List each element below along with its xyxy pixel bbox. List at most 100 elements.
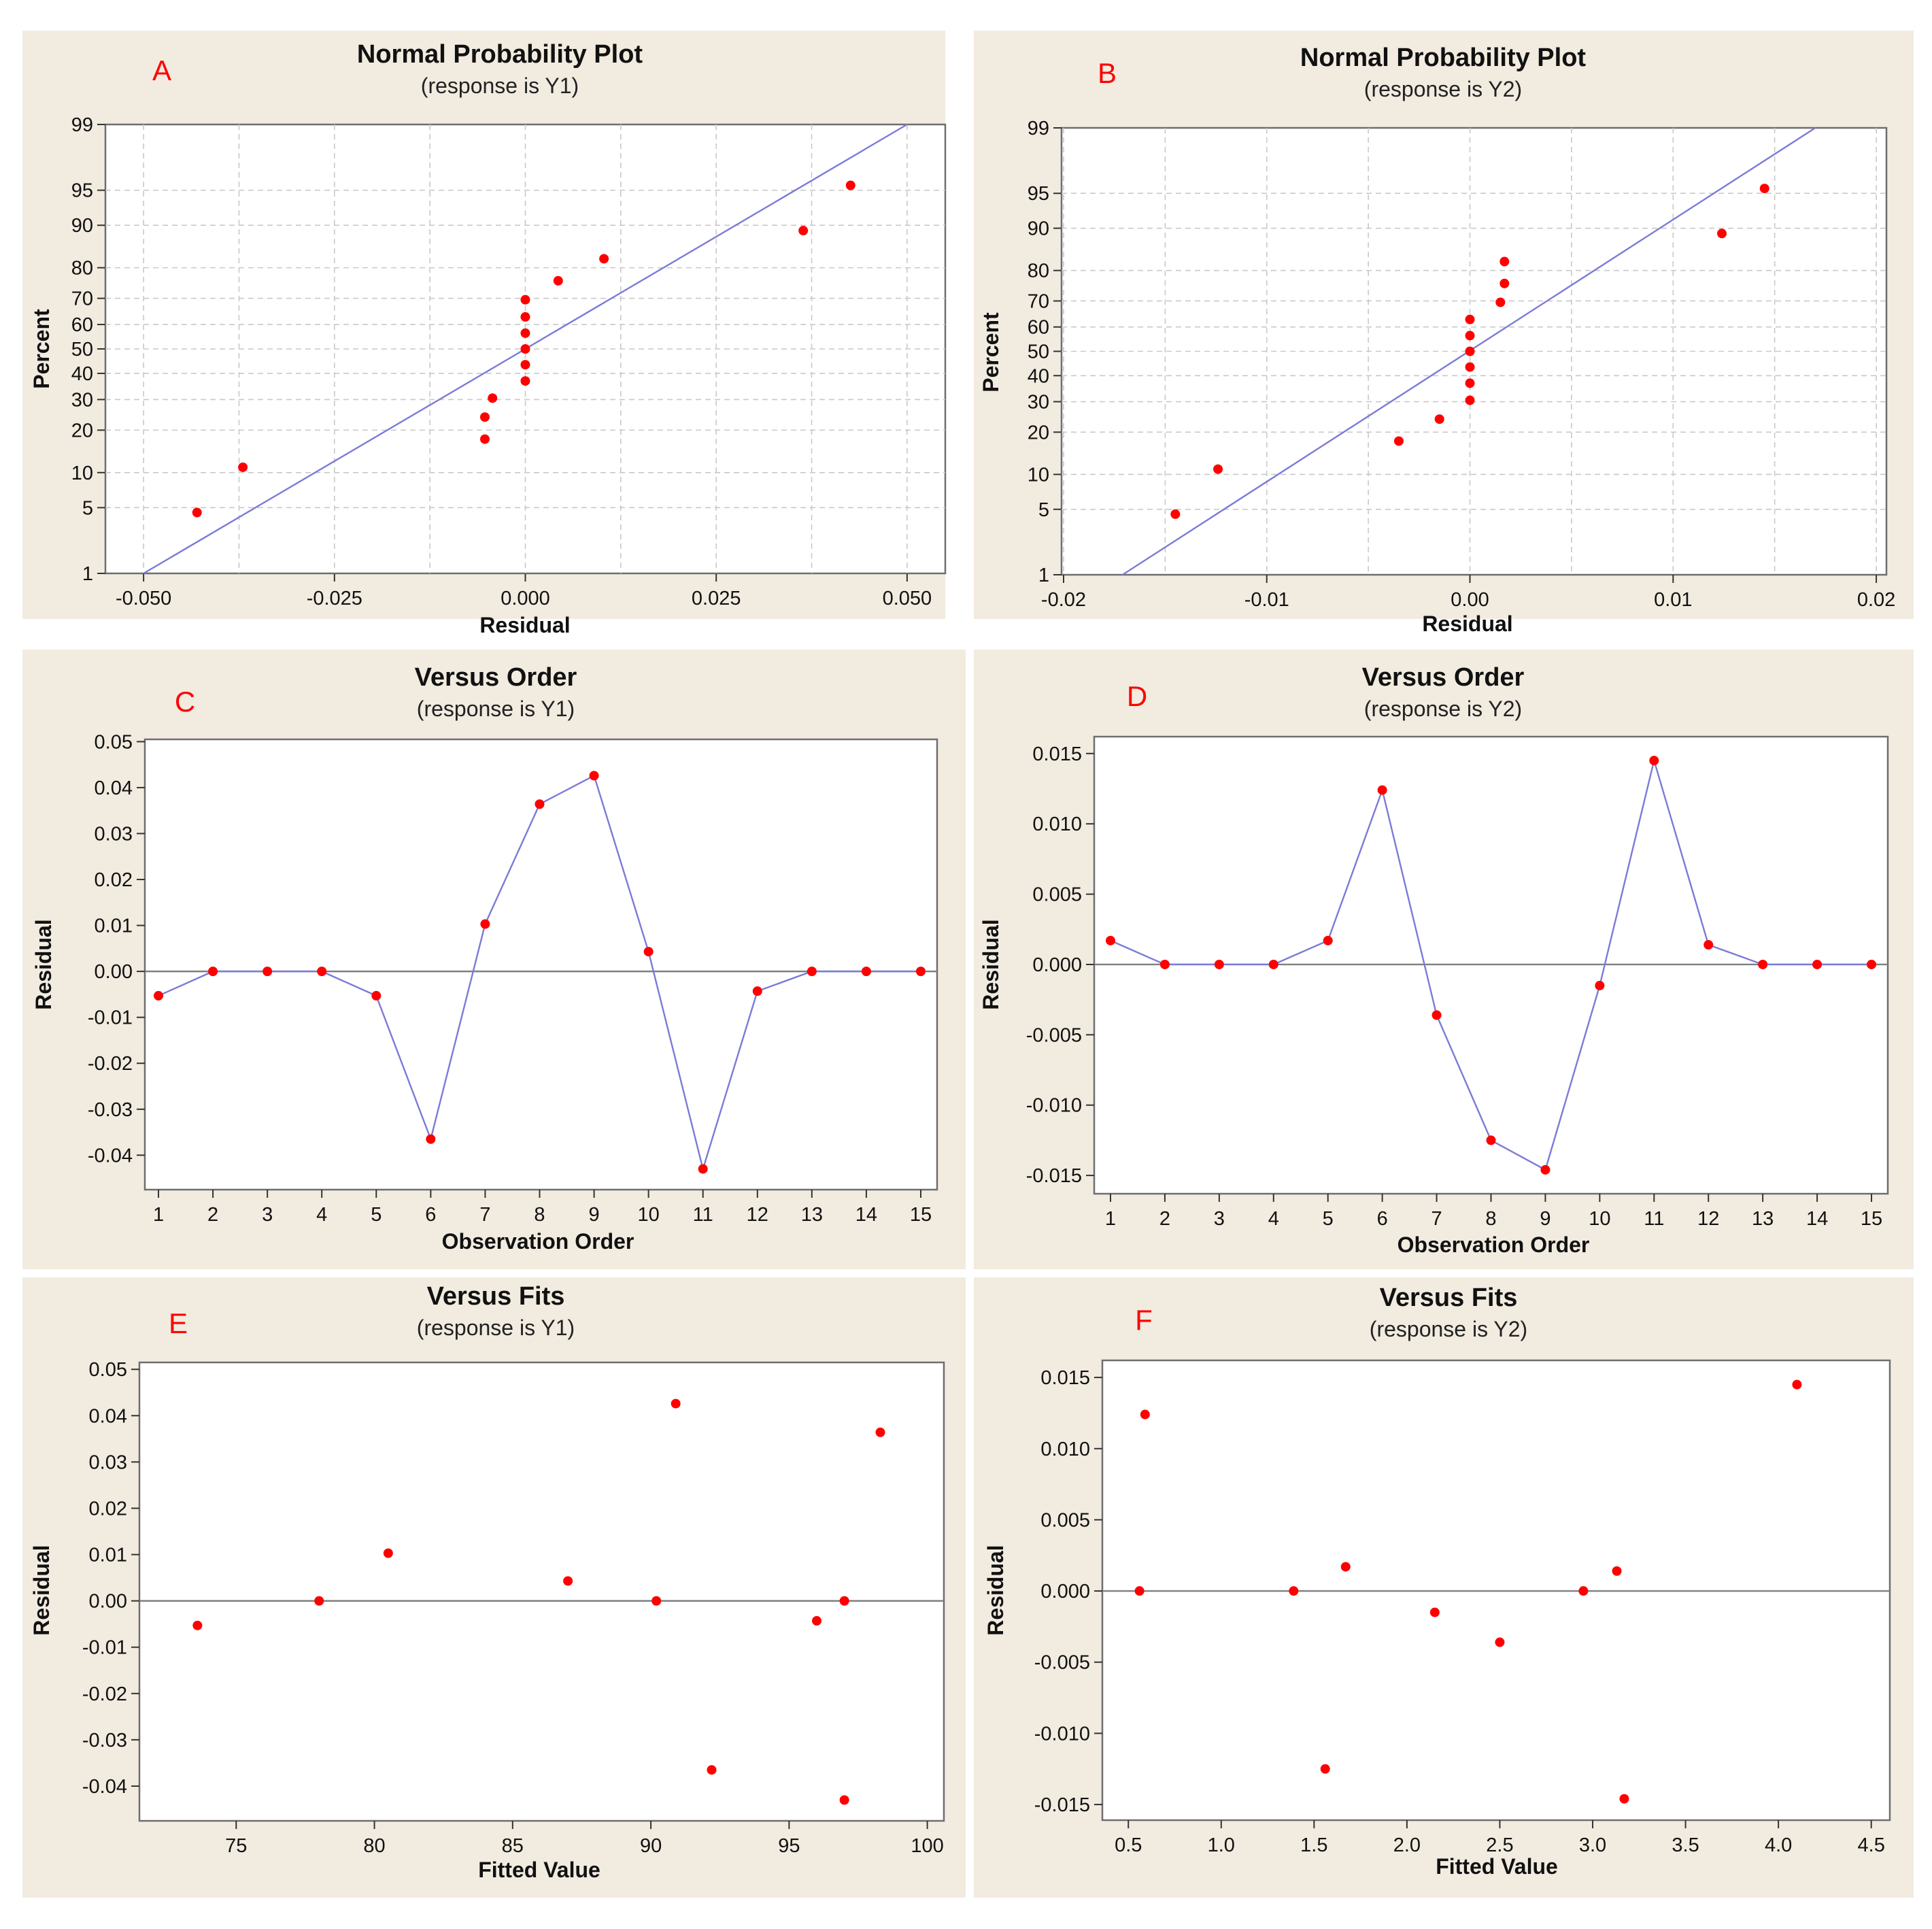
y-tick-label: -0.015 — [1026, 1165, 1082, 1187]
data-point — [1289, 1586, 1299, 1596]
x-tick-label: 0.00 — [1451, 589, 1489, 611]
y-tick-label: 50 — [1028, 341, 1049, 363]
panel-letter: E — [169, 1307, 188, 1339]
x-tick-label: 1.5 — [1300, 1834, 1327, 1856]
data-point — [1134, 1586, 1145, 1596]
x-tick-label: 12 — [1697, 1208, 1719, 1230]
chart-title: Versus Order — [1362, 663, 1525, 692]
y-tick-label: 0.000 — [1032, 954, 1082, 976]
chart-title: Versus Fits — [427, 1282, 565, 1311]
chart-subtitle: (response is Y2) — [1364, 697, 1522, 721]
data-point — [599, 254, 609, 264]
data-point — [1340, 1562, 1351, 1572]
y-tick-label: 10 — [71, 463, 93, 484]
y-tick-label: 0.000 — [1040, 1581, 1090, 1603]
data-point — [1465, 331, 1475, 341]
y-tick-label: 0.005 — [1040, 1509, 1090, 1531]
x-tick-label: 1.0 — [1208, 1834, 1235, 1856]
y-axis-label: Percent — [29, 309, 54, 389]
data-point — [1377, 785, 1387, 795]
y-tick-label: 10 — [1028, 464, 1049, 486]
data-point — [479, 434, 490, 444]
data-point — [1716, 229, 1727, 239]
data-point — [589, 771, 599, 781]
y-tick-label: 80 — [71, 258, 93, 280]
panel-letter: C — [175, 686, 195, 718]
y-tick-label: 99 — [1028, 118, 1049, 139]
x-tick-label: 4.5 — [1858, 1834, 1885, 1856]
data-point — [520, 295, 530, 305]
data-point — [1431, 1010, 1442, 1020]
x-tick-label: 1 — [153, 1204, 164, 1226]
y-tick-label: 70 — [1028, 290, 1049, 312]
x-tick-label: 0.5 — [1115, 1834, 1142, 1856]
data-point — [707, 1765, 717, 1775]
y-tick-label: 50 — [71, 339, 93, 360]
y-tick-label: 20 — [1028, 422, 1049, 443]
data-point — [314, 1596, 324, 1606]
panel-d: 1 2 3 4 5 6 7 8 9 10 11 12 13 14 150.0150.0100.0050.00… — [974, 650, 1914, 1269]
data-point — [192, 1620, 203, 1630]
x-tick-label: 15 — [1861, 1208, 1882, 1230]
x-tick-label: 0.01 — [1654, 589, 1692, 611]
data-point — [479, 412, 490, 422]
y-tick-label: 80 — [1028, 261, 1049, 282]
data-point — [1486, 1135, 1496, 1145]
x-tick-label: 10 — [1589, 1208, 1610, 1230]
data-point — [1465, 362, 1475, 372]
x-tick-label: 0.025 — [692, 588, 741, 609]
x-axis-label: Fitted Value — [1436, 1854, 1558, 1879]
y-tick-label: 90 — [71, 215, 93, 237]
y-tick-label: -0.015 — [1034, 1794, 1090, 1816]
x-tick-label: 12 — [747, 1204, 768, 1226]
x-tick-label: 3.0 — [1579, 1834, 1606, 1856]
y-axis-label: Residual — [979, 919, 1003, 1009]
data-point — [811, 1615, 821, 1626]
y-tick-label: 30 — [1028, 392, 1049, 414]
data-point — [1465, 346, 1475, 356]
y-tick-label: 0.04 — [89, 1405, 127, 1427]
y-tick-label: -0.010 — [1034, 1723, 1090, 1745]
y-tick-label: -0.01 — [88, 1007, 133, 1029]
x-axis-label: Fitted Value — [478, 1858, 600, 1882]
x-tick-label: 11 — [1644, 1208, 1664, 1230]
data-point — [671, 1398, 681, 1409]
y-tick-label: 90 — [1028, 218, 1049, 240]
y-tick-label: 0.02 — [89, 1498, 127, 1520]
data-point — [488, 393, 498, 403]
data-point — [1649, 756, 1659, 766]
data-point — [317, 967, 327, 977]
y-tick-label: -0.02 — [82, 1683, 127, 1705]
y-axis-label: Percent — [979, 312, 1003, 392]
y-tick-label: 0.010 — [1040, 1439, 1090, 1460]
data-point — [1578, 1586, 1589, 1596]
y-tick-label: 5 — [1038, 499, 1049, 521]
y-tick-label: 99 — [71, 114, 93, 136]
data-point — [208, 967, 218, 977]
x-tick-label: 0.000 — [501, 588, 550, 609]
data-point — [1704, 940, 1714, 950]
data-point — [535, 799, 545, 809]
data-point — [1495, 1637, 1505, 1647]
x-tick-label: 100 — [911, 1835, 943, 1857]
chart-title: Versus Fits — [1380, 1284, 1518, 1312]
y-tick-label: 1 — [1038, 565, 1049, 586]
x-tick-label: 7 — [1431, 1208, 1442, 1230]
x-tick-label: 14 — [1806, 1208, 1828, 1230]
chart-subtitle: (response is Y1) — [417, 697, 575, 721]
x-tick-label: 75 — [225, 1835, 247, 1857]
x-tick-label: 0.02 — [1857, 589, 1895, 611]
data-point — [1812, 959, 1823, 969]
data-point — [1268, 959, 1278, 969]
y-tick-label: 1 — [82, 563, 93, 585]
data-point — [480, 919, 490, 929]
x-tick-label: 14 — [855, 1204, 877, 1226]
x-tick-label: 13 — [801, 1204, 823, 1226]
y-tick-label: 95 — [1028, 183, 1049, 205]
panel-c: 1 2 3 4 5 6 7 8 9 10 11 12 13 14 150.050.040.030.020.0… — [22, 650, 966, 1269]
x-tick-label: -0.02 — [1041, 589, 1086, 611]
chart-subtitle: (response is Y2) — [1370, 1317, 1527, 1341]
data-point — [651, 1596, 662, 1606]
y-tick-label: -0.03 — [82, 1730, 127, 1751]
